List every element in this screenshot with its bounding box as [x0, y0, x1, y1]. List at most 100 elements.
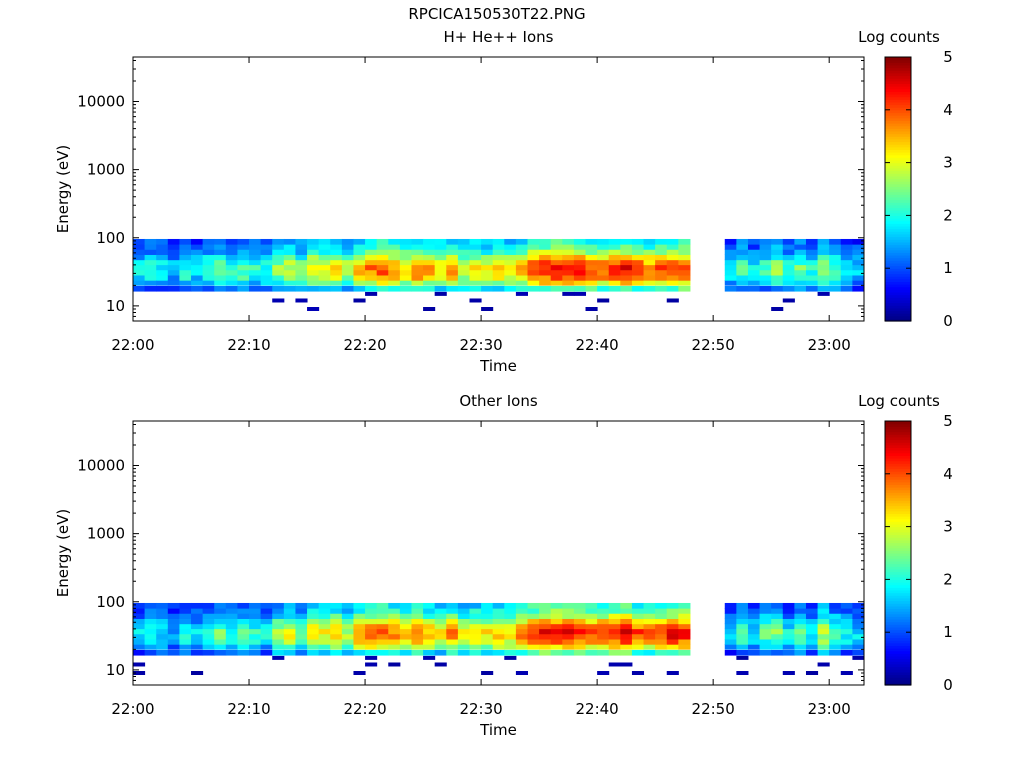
- colorbar-tick-label: 0: [943, 676, 953, 694]
- spectrogram-cell: [608, 238, 621, 245]
- spectrogram-cell: [179, 613, 192, 619]
- spectrogram-cell: [318, 608, 331, 614]
- colorbar-segment: [885, 428, 911, 433]
- spectrogram-cell: [179, 279, 192, 286]
- spectrogram-cell: [608, 254, 621, 261]
- spectrogram-cell: [620, 279, 633, 286]
- spectrogram-cell: [457, 254, 470, 261]
- spectrogram-cell: [318, 649, 331, 656]
- spectrogram-cell: [272, 249, 285, 255]
- colorbar-segment: [885, 526, 911, 530]
- spectrogram-cell: [307, 618, 320, 625]
- colorbar-segment: [885, 231, 911, 235]
- spectrogram-cell: [214, 285, 227, 292]
- spectrogram-cell: [167, 259, 180, 266]
- spectrogram-cell: [283, 264, 296, 271]
- spectrogram-cell: [782, 285, 795, 292]
- spectrogram-cell: [573, 285, 587, 292]
- spectrogram-cell: [457, 249, 470, 255]
- spectrogram-cell: [469, 254, 482, 261]
- spectrogram-cell: [840, 618, 853, 625]
- spectrogram-cell: [597, 259, 610, 266]
- spectrogram-cell: [597, 649, 610, 656]
- spectrogram-cell: [411, 249, 424, 255]
- spectrogram-cell: [504, 633, 517, 640]
- spectrogram-cell: [481, 238, 494, 245]
- spectrogram-cell: [353, 249, 366, 255]
- spectrogram-cell: [805, 633, 819, 640]
- spectrogram-cell: [631, 671, 645, 675]
- spectrogram-cell: [318, 249, 331, 255]
- spectrogram-cell: [631, 618, 645, 625]
- spectrogram-cell: [423, 238, 436, 245]
- spectrogram-cell: [353, 649, 366, 656]
- colorbar-tick-label: 3: [943, 518, 953, 536]
- colorbar-segment: [885, 199, 911, 203]
- spectrogram-cell: [724, 618, 737, 625]
- spectrogram-cell: [504, 249, 517, 255]
- spectrogram-cell: [840, 639, 853, 645]
- spectrogram-cell: [144, 602, 157, 609]
- spectrogram-cell: [144, 628, 157, 635]
- spectrogram-cell: [573, 238, 587, 245]
- spectrogram-cell: [144, 618, 157, 625]
- spectrogram-cell: [527, 264, 540, 271]
- spectrogram-cell: [191, 269, 204, 276]
- colorbar-segment: [885, 273, 911, 277]
- spectrogram-cell: [562, 613, 575, 619]
- spectrogram-cell: [666, 618, 679, 625]
- spectrogram-cell: [330, 613, 343, 619]
- spectrogram-cell: [423, 602, 436, 609]
- spectrogram-cell: [399, 259, 412, 266]
- spectrogram-cell: [202, 285, 215, 292]
- spectrogram-cell: [330, 254, 343, 261]
- spectrogram-cell: [156, 279, 169, 286]
- spectrogram-cell: [144, 238, 157, 245]
- spectrogram-cell: [295, 633, 308, 640]
- spectrogram-cell: [307, 633, 320, 640]
- spectrogram-cell: [133, 608, 146, 614]
- spectrogram-cell: [771, 633, 784, 640]
- spectrogram-cell: [133, 254, 146, 261]
- spectrogram-cell: [399, 633, 412, 640]
- spectrogram-cell: [249, 628, 262, 635]
- spectrogram-cell: [620, 628, 633, 635]
- spectrogram-cell: [550, 639, 563, 645]
- colorbar-segment: [885, 592, 911, 596]
- spectrogram-cell: [295, 254, 308, 261]
- colorbar-segment: [885, 669, 911, 673]
- spectrogram-cell: [318, 254, 331, 261]
- spectrogram-cell: [585, 613, 598, 619]
- spectrogram-cell: [678, 269, 691, 276]
- spectrogram-cell: [191, 613, 204, 619]
- spectrogram-cell: [492, 249, 505, 255]
- spectrogram-cell: [852, 602, 865, 609]
- spectrogram-cell: [747, 649, 761, 656]
- spectrogram-cell: [214, 275, 227, 281]
- colorbar-frame: [884, 56, 912, 322]
- spectrogram-cell: [388, 244, 401, 250]
- colorbar-segment: [885, 57, 911, 61]
- spectrogram-cell: [272, 285, 285, 292]
- spectrogram-cell: [666, 298, 679, 303]
- spectrogram-cell: [214, 633, 227, 640]
- spectrogram-cell: [434, 613, 447, 619]
- spectrogram-cell: [852, 264, 865, 271]
- spectrogram-cell: [249, 244, 262, 250]
- spectrogram-cell: [771, 608, 784, 614]
- spectrogram-cell: [249, 618, 262, 625]
- colorbar-segment: [885, 178, 911, 182]
- spectrogram-cell: [736, 269, 749, 276]
- spectrogram-cell: [341, 623, 354, 630]
- spectrogram-cell: [376, 238, 389, 245]
- spectrogram-cell: [515, 633, 528, 640]
- spectrogram-cell: [353, 618, 366, 625]
- spectrogram-cell: [272, 618, 285, 625]
- spectrogram-cell: [365, 244, 378, 250]
- spectrogram-cell: [376, 275, 389, 281]
- spectrogram-cell: [179, 244, 192, 250]
- spectrogram-cell: [318, 633, 331, 640]
- spectrogram-cell: [829, 628, 842, 635]
- spectrogram-cell: [504, 649, 517, 656]
- spectrogram-cell: [782, 264, 795, 271]
